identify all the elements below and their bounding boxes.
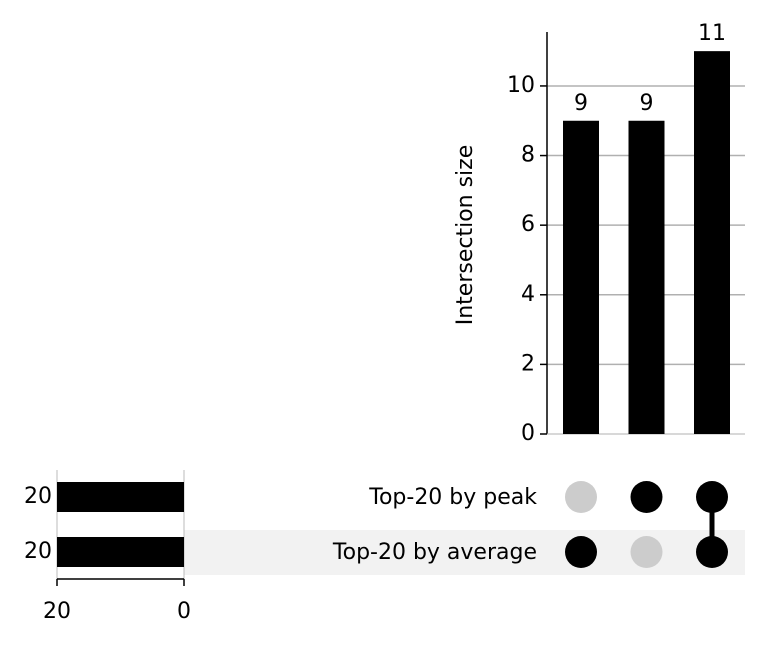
y-axis-label: Intersection size [453, 145, 478, 326]
set-size-label: 20 [24, 539, 52, 564]
bar [628, 120, 665, 435]
set-name: Top-20 by average [332, 540, 537, 565]
set-size-label: 20 [24, 484, 52, 509]
y-tick-label: 0 [521, 421, 535, 446]
matrix-dot [696, 536, 728, 568]
y-tick-label: 10 [507, 73, 535, 98]
bar-label: 9 [640, 91, 654, 116]
bar-label: 11 [698, 21, 726, 46]
set-size-bar [57, 482, 184, 512]
bar [694, 51, 730, 435]
set-name: Top-20 by peak [368, 485, 537, 510]
y-tick-label: 8 [521, 143, 535, 168]
bar-label: 9 [574, 91, 588, 116]
y-tick-label: 6 [521, 212, 535, 237]
matrix-dot [565, 536, 597, 568]
x-tick-label: 0 [177, 599, 191, 624]
matrix-dot [630, 536, 663, 568]
x-tick-label: 20 [43, 599, 71, 624]
bar [563, 120, 599, 435]
set-size-bar [57, 537, 184, 567]
matrix-dot [565, 481, 597, 513]
matrix-dot [696, 481, 728, 513]
y-tick-label: 2 [521, 351, 535, 376]
y-tick-label: 4 [521, 282, 535, 307]
matrix-dot [630, 481, 663, 513]
